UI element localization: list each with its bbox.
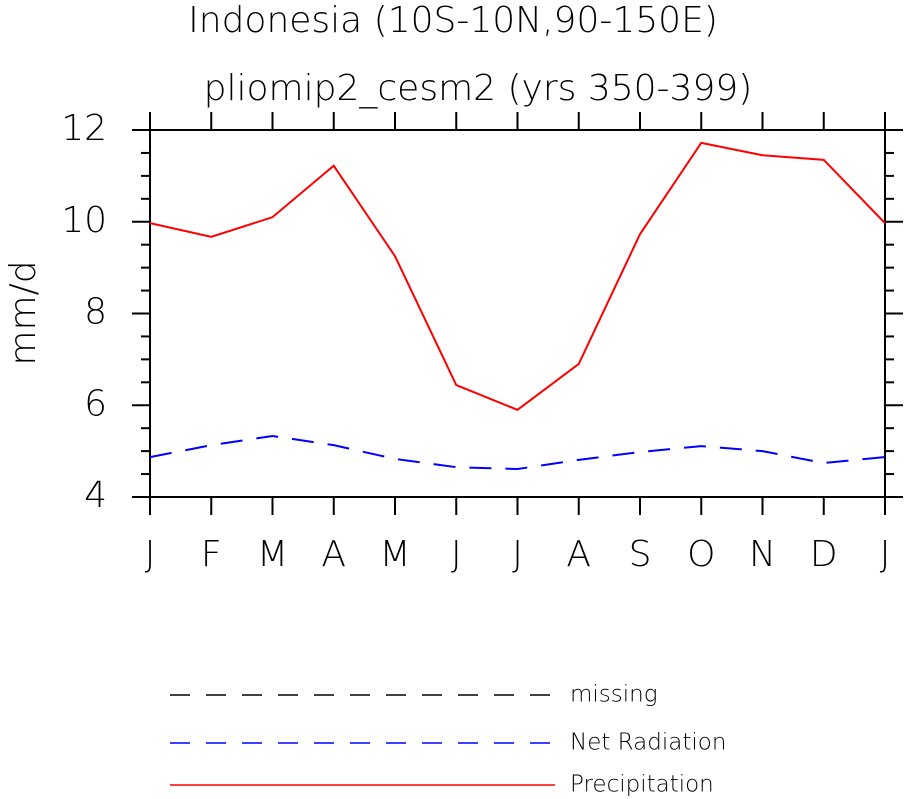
- y-axis-label: mm/d: [3, 260, 44, 365]
- y-tick-label: 12: [61, 108, 107, 149]
- plot-frame: [149, 129, 886, 498]
- x-tick-label: F: [201, 534, 222, 575]
- legend-label: missing: [570, 682, 658, 708]
- x-tick-label: A: [566, 534, 591, 575]
- chart-subtitle: pliomip2_cesm2 (yrs 350-399): [204, 68, 753, 109]
- x-tick-label: S: [629, 534, 652, 575]
- x-tick-label: M: [379, 534, 410, 575]
- legend-label: Precipitation: [570, 772, 714, 798]
- x-tick-label: J: [512, 534, 523, 575]
- x-tick-label: J: [451, 534, 462, 575]
- x-tick-label: J: [880, 534, 891, 575]
- y-tick-label: 6: [84, 383, 107, 424]
- x-tick-label: N: [749, 534, 776, 575]
- x-tick-label: J: [145, 534, 156, 575]
- y-tick-label: 10: [61, 200, 107, 241]
- series-line: [149, 434, 886, 471]
- legend-label: Net Radiation: [570, 730, 726, 756]
- chart-title: Indonesia (10S-10N,90-150E): [188, 0, 718, 41]
- y-tick-label: 4: [84, 475, 107, 516]
- series-line: [149, 141, 886, 411]
- x-tick-label: D: [810, 534, 838, 575]
- x-tick-label: A: [321, 534, 346, 575]
- y-tick-label: 8: [84, 292, 107, 333]
- x-tick-label: M: [257, 534, 288, 575]
- x-tick-label: O: [687, 534, 715, 575]
